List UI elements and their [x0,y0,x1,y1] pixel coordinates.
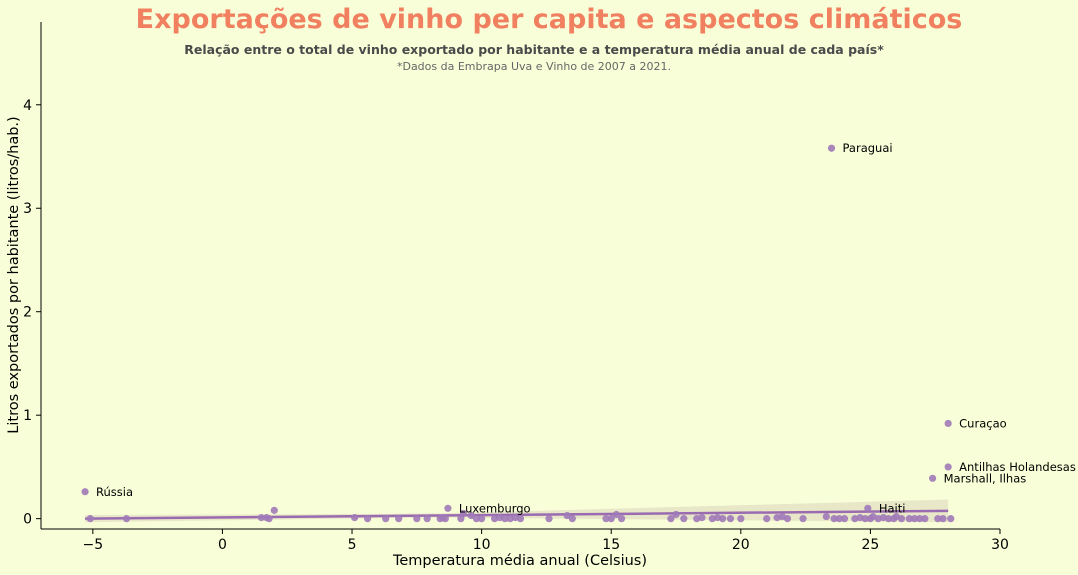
data-point [563,511,571,520]
point-annotation: Haiti [879,501,906,515]
data-point [478,515,486,523]
data-point [680,515,688,523]
data-point [617,515,626,523]
data-point [921,515,929,523]
data-point [395,515,403,523]
data-point [884,515,893,523]
chart-source-note: *Dados da Embrapa Uva e Vinho de 2007 a … [396,60,672,73]
data-point [929,474,937,482]
chart-title: Exportações de vinho per capita e aspect… [135,4,963,35]
x-tick-label: 15 [602,537,620,553]
data-point [910,515,919,523]
data-point [363,515,372,523]
y-tick-label: 0 [23,512,32,528]
data-point [602,515,610,523]
data-point [939,515,947,523]
x-tick-label: 0 [218,537,227,553]
data-point [944,463,952,471]
data-point [501,515,509,523]
y-tick-label: 3 [23,201,32,217]
data-point [351,514,359,522]
point-annotation: Antilhas Holandesas [959,460,1076,474]
plot-area [41,22,1000,529]
data-point [835,515,843,523]
x-axis-label: Temperatura média anual (Celsius) [392,553,647,569]
data-point [763,515,771,523]
x-tick-label: −5 [83,537,104,553]
data-point [737,515,745,523]
annotations-layer: Rússia Luxemburgo Paraguai Haiti Curaçao Anti… [96,141,1076,515]
data-point [459,509,468,518]
point-annotation: Curaçao [959,416,1007,430]
data-points-layer [81,144,955,523]
data-point [81,488,89,496]
data-point [944,419,952,428]
data-point [467,511,475,520]
data-point [827,144,836,152]
data-point [719,515,727,523]
data-point [897,515,906,523]
data-point [905,515,913,523]
data-point [516,515,525,523]
data-point [864,504,872,512]
chart-subtitle: Relação entre o total de vinho exportado… [184,42,884,57]
data-point [861,515,869,523]
data-point [698,514,706,522]
point-annotation: Rússia [96,485,133,499]
data-point [472,515,481,523]
x-tick-label: 25 [861,537,879,553]
data-point [672,510,680,519]
x-tick-label: 10 [473,537,491,553]
data-point [934,515,942,523]
data-point [822,512,830,521]
x-tick-label: 30 [991,537,1009,553]
data-point [257,514,265,522]
y-tick-label: 4 [23,98,32,114]
point-annotation: Paraguai [843,141,893,155]
data-point [783,515,792,523]
data-point [840,515,849,523]
y-axis-label: Litros exportados por habitante (litros/… [6,116,22,433]
x-tick-label: 20 [732,537,750,553]
y-tick-label: 1 [23,408,32,424]
data-point [86,515,94,523]
data-point [270,506,278,514]
y-tick-label: 2 [23,305,32,321]
x-tick-label: 5 [348,537,357,553]
point-annotation: Luxemburgo [459,501,531,515]
data-point [382,515,390,523]
y-axis-ticks: 0 1 2 3 4 [23,98,41,528]
data-point [568,515,576,523]
data-point [612,510,621,519]
data-point [122,515,131,523]
data-point [413,515,421,523]
data-point [545,515,553,523]
data-point [916,515,924,523]
data-point [265,515,273,523]
data-point [607,515,615,523]
data-point [667,515,675,523]
data-point [830,515,838,523]
data-point [423,515,431,523]
x-axis-ticks: −5 0 5 10 15 20 25 30 [83,529,1009,553]
data-point [726,515,735,523]
data-point [441,515,449,523]
data-point [444,504,452,512]
data-point [799,515,807,523]
point-annotation: Marshall, Ilhas [944,471,1027,485]
data-point [947,515,955,523]
